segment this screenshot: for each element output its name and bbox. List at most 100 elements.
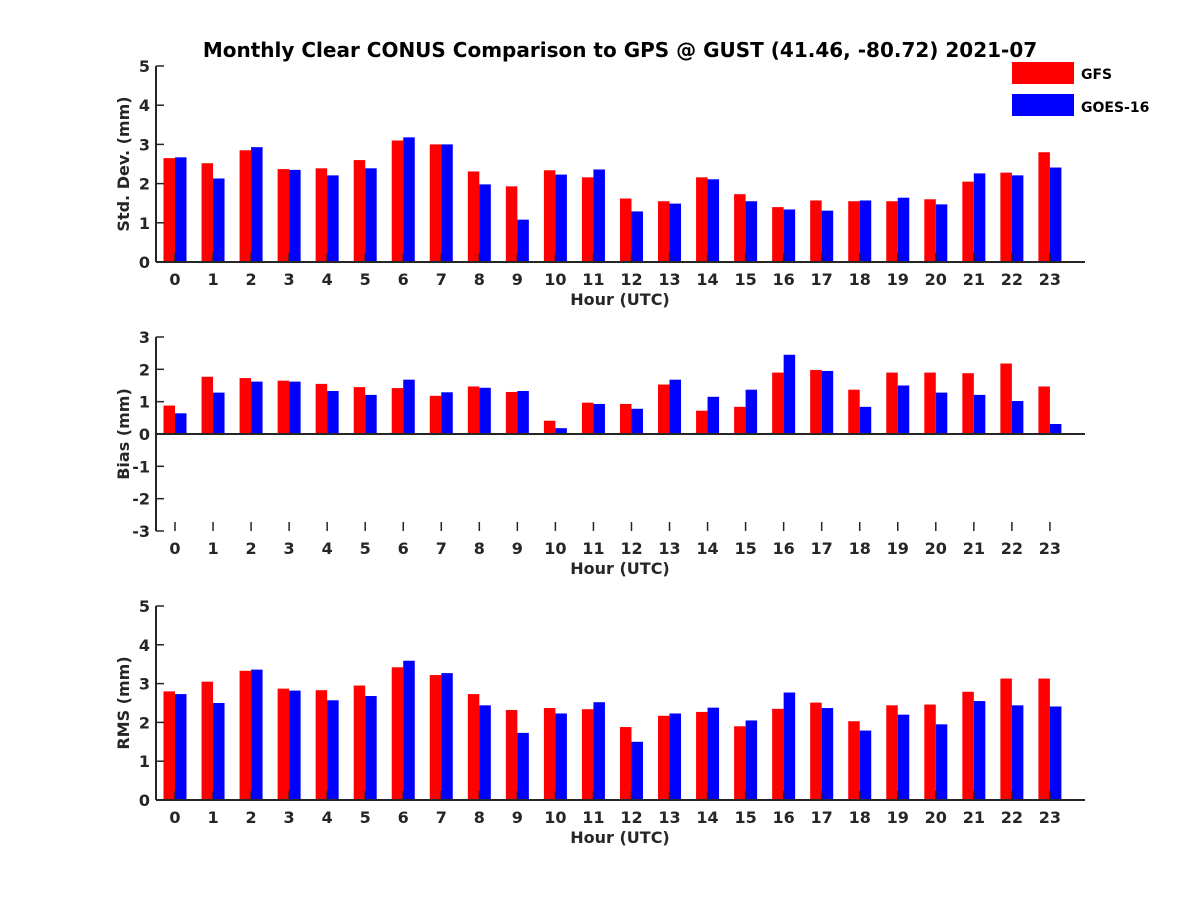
x-axis-label: Hour (UTC) (570, 290, 670, 309)
bar-std-dev-goes16-21 (973, 173, 986, 262)
bar-rms-gfs-10 (543, 708, 556, 800)
bar-std-dev-gfs-4 (315, 168, 328, 262)
x-tick-label: 18 (849, 270, 871, 289)
bar-rms-gfs-9 (505, 709, 518, 800)
bar-bias-goes16-6 (403, 379, 415, 434)
bar-bias-gfs-9 (505, 391, 518, 434)
bar-std-dev-goes16-8 (479, 184, 491, 262)
x-tick-label: 0 (169, 270, 180, 289)
y-tick-label: -3 (132, 522, 150, 541)
x-tick-label: 0 (169, 539, 180, 558)
bar-std-dev-gfs-18 (848, 201, 860, 262)
bar-std-dev-gfs-20 (924, 199, 936, 262)
bar-bias-goes16-8 (479, 387, 491, 434)
x-tick-label: 18 (849, 808, 871, 827)
bar-rms-goes16-13 (669, 713, 682, 800)
x-tick-label: 8 (474, 539, 485, 558)
bar-bias-gfs-5 (353, 387, 366, 434)
bar-rms-goes16-14 (707, 707, 720, 800)
bar-rms-goes16-6 (403, 660, 415, 800)
bar-rms-gfs-18 (848, 721, 860, 800)
y-axis-label: Bias (mm) (114, 388, 133, 480)
x-tick-label: 9 (512, 808, 523, 827)
y-tick-label: 5 (139, 597, 150, 616)
bar-bias-goes16-1 (213, 392, 225, 434)
bar-std-dev-gfs-16 (772, 207, 784, 262)
bar-bias-goes16-12 (631, 408, 643, 434)
x-tick-label: 16 (773, 808, 795, 827)
bar-rms-gfs-19 (886, 705, 898, 800)
bar-rms-gfs-20 (924, 704, 936, 800)
x-tick-label: 4 (322, 808, 333, 827)
y-tick-label: 2 (139, 360, 150, 379)
bar-rms-gfs-3 (277, 688, 290, 800)
bar-std-dev-goes16-14 (707, 179, 720, 262)
x-tick-label: 21 (963, 808, 985, 827)
bar-std-dev-goes16-2 (251, 147, 263, 262)
y-tick-label: 1 (139, 214, 150, 233)
legend-label-gfs: GFS (1081, 67, 1112, 83)
y-tick-label: 2 (139, 175, 150, 194)
y-tick-label: 1 (139, 752, 150, 771)
x-tick-label: 13 (658, 539, 680, 558)
x-tick-label: 3 (284, 808, 295, 827)
bar-rms-gfs-17 (810, 702, 822, 800)
x-tick-label: 19 (887, 270, 909, 289)
x-tick-label: 20 (925, 808, 947, 827)
bar-std-dev-goes16-12 (631, 211, 643, 262)
legend-swatch-goes16 (1012, 94, 1074, 116)
bar-rms-goes16-7 (441, 673, 453, 800)
x-tick-label: 15 (734, 808, 756, 827)
x-tick-label: 6 (398, 539, 409, 558)
bar-std-dev-gfs-0 (163, 158, 175, 262)
x-tick-label: 22 (1001, 539, 1023, 558)
bar-rms-goes16-4 (327, 700, 339, 800)
x-tick-label: 18 (849, 539, 871, 558)
x-tick-label: 16 (773, 270, 795, 289)
bar-bias-goes16-0 (175, 413, 187, 434)
bar-std-dev-gfs-10 (543, 170, 556, 262)
x-tick-label: 23 (1039, 270, 1061, 289)
bar-rms-gfs-16 (772, 708, 784, 800)
x-tick-label: 19 (887, 539, 909, 558)
bar-rms-goes16-17 (821, 708, 834, 800)
bar-rms-gfs-23 (1038, 678, 1050, 800)
bar-rms-gfs-8 (467, 694, 480, 800)
bar-bias-goes16-3 (289, 381, 301, 434)
bar-rms-gfs-1 (201, 681, 214, 800)
bar-bias-goes16-13 (669, 379, 682, 434)
y-tick-label: 2 (139, 713, 150, 732)
legend: GFS GOES-16 (1012, 62, 1149, 116)
x-tick-label: 5 (360, 539, 371, 558)
x-tick-label: 22 (1001, 270, 1023, 289)
bar-rms-gfs-14 (696, 711, 708, 800)
bar-rms-goes16-15 (745, 720, 758, 800)
bar-rms-goes16-10 (555, 713, 567, 800)
x-tick-label: 10 (544, 270, 566, 289)
x-tick-label: 3 (284, 539, 295, 558)
bar-rms-goes16-19 (897, 714, 910, 800)
x-tick-label: 9 (512, 270, 523, 289)
bar-bias-gfs-14 (696, 410, 708, 434)
y-axis-label: RMS (mm) (114, 656, 133, 749)
bar-std-dev-goes16-15 (745, 201, 758, 262)
y-tick-label: 0 (139, 425, 150, 444)
bar-rms-goes16-0 (175, 694, 187, 800)
bar-bias-gfs-4 (315, 383, 328, 434)
bar-bias-gfs-21 (962, 373, 974, 434)
legend-swatch-gfs (1012, 62, 1074, 84)
bar-bias-goes16-18 (859, 406, 872, 434)
legend-label-goes16: GOES-16 (1081, 100, 1149, 116)
y-tick-label: 4 (139, 636, 150, 655)
x-tick-label: 1 (207, 539, 218, 558)
bar-rms-gfs-4 (315, 690, 328, 800)
y-axis-label: Std. Dev. (mm) (114, 96, 133, 231)
bar-rms-goes16-9 (517, 732, 529, 800)
bar-bias-goes16-10 (555, 428, 567, 434)
x-tick-label: 5 (360, 270, 371, 289)
x-tick-label: 20 (925, 270, 947, 289)
x-axis-label: Hour (UTC) (570, 828, 670, 847)
x-tick-label: 5 (360, 808, 371, 827)
bar-rms-gfs-22 (1000, 678, 1012, 800)
